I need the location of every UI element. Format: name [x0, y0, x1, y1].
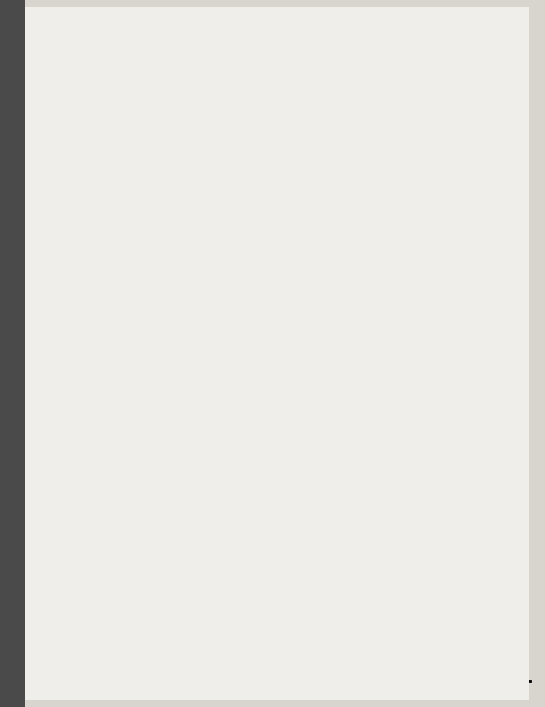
Bar: [318, 167, 383, 183]
Bar: [40, 151, 188, 167]
Bar: [253, 151, 318, 167]
Bar: [383, 151, 448, 167]
Text: 5: 5: [477, 153, 485, 165]
Bar: [383, 167, 448, 183]
Text: 4: 4: [411, 153, 420, 165]
Text: Complete the graph (Don’t forget labels!): Complete the graph (Don’t forget labels!…: [203, 197, 508, 213]
Bar: [188, 167, 253, 183]
Bar: [318, 151, 383, 167]
Bar: [188, 151, 253, 167]
Bar: [448, 151, 513, 167]
Bar: [448, 167, 513, 183]
Text: lawn mowed: lawn mowed: [77, 153, 151, 165]
Text: Complete the table:: Complete the table:: [40, 131, 178, 145]
Bar: [253, 167, 318, 183]
Text: 1: 1: [216, 153, 225, 165]
Bar: [40, 167, 188, 183]
Text: earnings: earnings: [88, 168, 140, 182]
Text: 2: 2: [282, 153, 289, 165]
Text: 4)  For every lawn mowed $4 are earned.
   Create a table showing the money earn: 4) For every lawn mowed $4 are earned. C…: [43, 22, 377, 92]
Text: 3: 3: [347, 153, 354, 165]
